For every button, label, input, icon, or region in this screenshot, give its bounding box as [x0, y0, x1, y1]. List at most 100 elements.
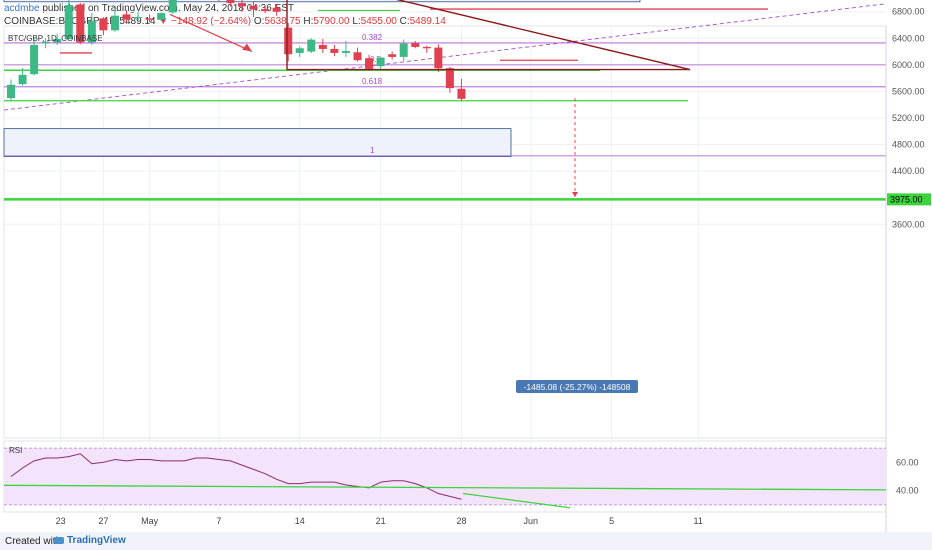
candle-body — [41, 41, 50, 43]
change-down-icon: ▼ — [158, 16, 169, 27]
rsi-support-line — [3, 484, 887, 491]
candle-body — [134, 17, 143, 19]
candle — [353, 47, 362, 62]
rsi-line — [10, 453, 462, 500]
level-price-tag — [887, 193, 931, 206]
candle-body — [226, 0, 235, 4]
y-tick-label: 5600.00 — [892, 86, 925, 96]
candle-body — [434, 47, 443, 69]
x-tick-label: 11 — [694, 516, 703, 526]
x-tick-label: 14 — [295, 516, 305, 526]
candle-body — [168, 0, 177, 13]
candle-body — [272, 7, 281, 12]
close-value: 5489.14 — [409, 16, 446, 27]
x-tick-label: 21 — [376, 516, 386, 526]
y-tick-label: 6000.00 — [892, 60, 925, 70]
candle — [272, 4, 281, 16]
open-value: 5638.75 — [264, 16, 301, 27]
rsi-tick-label: 40.00 — [896, 486, 919, 496]
candle — [18, 68, 27, 86]
candle-body — [353, 52, 362, 61]
close-label: C: — [399, 16, 410, 27]
fib-level-label: 1 — [370, 146, 375, 155]
y-tick-label: 6800.00 — [892, 7, 925, 17]
candle — [134, 11, 143, 23]
level-price-label: 3975.00 — [890, 194, 923, 204]
candle-body — [445, 68, 454, 89]
candle-body — [365, 58, 374, 69]
rsi-band — [4, 448, 886, 505]
symbol-text: COINBASE:BTCGBP, 1D — [4, 16, 117, 27]
candle — [318, 38, 327, 53]
y-tick-label: 5200.00 — [892, 113, 925, 123]
candle-body — [110, 15, 119, 31]
y-tick-label: 4400.00 — [892, 166, 925, 176]
candle-body — [64, 5, 73, 39]
x-tick-label: May — [141, 516, 159, 526]
candle-body — [18, 74, 27, 85]
fib-level-label: 0.618 — [362, 77, 383, 86]
tradingview-logo-icon — [54, 536, 64, 544]
support-zone-box — [3, 128, 512, 157]
trend-arrow — [169, 13, 253, 53]
candle — [365, 54, 374, 71]
candle — [261, 5, 270, 14]
last-price: 5489.14 — [119, 16, 156, 27]
candle-body — [87, 21, 96, 43]
candle — [376, 56, 385, 69]
candle — [295, 46, 304, 57]
tradingview-logo[interactable]: TradingView — [54, 535, 126, 546]
x-tick-label: 28 — [456, 516, 466, 526]
candle-body — [307, 39, 316, 52]
candle — [53, 33, 62, 45]
candle-body — [318, 44, 327, 49]
symbol-info: COINBASE:BTCGBP, 1D 5489.14 ▼ −148.92 (−… — [4, 16, 446, 27]
candle — [284, 23, 293, 62]
price-pane — [3, 25, 887, 439]
candle — [330, 44, 339, 57]
price-change: −148.92 (−2.64%) — [171, 16, 252, 27]
descending-triangle — [286, 0, 691, 71]
x-tick-label: 7 — [216, 516, 221, 526]
candle-body — [376, 57, 385, 67]
resistance-zone-box — [3, 0, 641, 3]
high-value: 5790.00 — [313, 16, 350, 27]
created-with-text: Created with — [5, 536, 62, 547]
candle — [87, 13, 96, 45]
open-label: O: — [253, 16, 265, 27]
candle — [145, 14, 154, 23]
candle — [30, 38, 39, 76]
candle-body — [30, 44, 39, 75]
candle — [434, 44, 443, 73]
candle-body — [122, 14, 131, 20]
y-tick-label: 3600.00 — [892, 219, 925, 229]
candle — [307, 38, 316, 53]
candle — [422, 45, 431, 53]
candle — [457, 78, 466, 102]
candle-body — [261, 9, 270, 12]
candle-body — [157, 13, 166, 20]
candle-body — [53, 38, 62, 43]
high-label: H: — [303, 16, 314, 27]
tradingview-brand: TradingView — [67, 535, 126, 546]
measure-label-bg — [516, 380, 638, 393]
candle-body — [422, 46, 431, 49]
rsi-tick-label: 60.00 — [896, 457, 919, 467]
candle-body — [7, 84, 15, 99]
candle — [41, 38, 50, 49]
candle — [238, 0, 246, 12]
pane-label: BTC/GBP, 1D, COINBASE — [8, 34, 103, 43]
candle-body — [399, 43, 408, 57]
author-link[interactable]: acdmbe — [4, 3, 40, 14]
candle-body — [238, 3, 246, 7]
candle — [76, 3, 85, 45]
candle-body — [341, 50, 350, 53]
dashed-trend-line — [3, 3, 887, 111]
candle — [7, 79, 15, 102]
candle-body — [388, 54, 397, 57]
candle-body — [249, 5, 258, 10]
x-tick-label: 23 — [56, 516, 66, 526]
candle — [122, 10, 131, 24]
